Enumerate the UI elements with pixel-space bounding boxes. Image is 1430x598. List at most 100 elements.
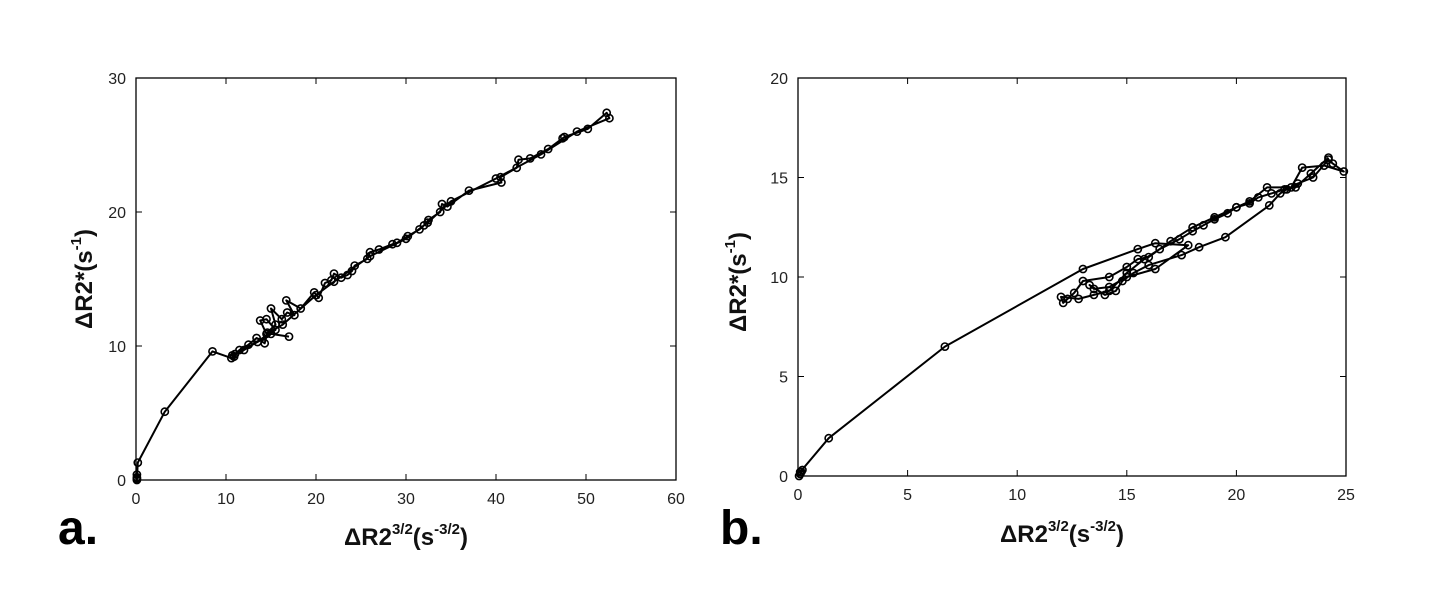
- data-point: [266, 304, 276, 313]
- data-point: [1264, 200, 1274, 210]
- data-point: [1194, 242, 1204, 252]
- data-point: [583, 124, 593, 134]
- data-point: [1188, 222, 1197, 232]
- data-point: [1150, 264, 1160, 274]
- data-point: [311, 290, 321, 300]
- data-point: [1078, 264, 1088, 274]
- x-tick-label: 40: [487, 491, 505, 508]
- data-point: [525, 153, 535, 163]
- data-point: [536, 149, 546, 159]
- panel-a-label: a.: [58, 502, 98, 555]
- data-point: [329, 269, 339, 278]
- panel-b: 0 5 10 15 20 25 0 5 10 15 20 ΔR23/2(s-3/2) ΔR2*(s…: [720, 71, 1355, 555]
- data-point: [1177, 250, 1186, 260]
- panel-a: 0 10 20 30 40 50 60 0 10 20 30 ΔR23/2(s-3/2) ΔR2*…: [58, 71, 685, 555]
- data-point: [1175, 234, 1184, 244]
- x-tick-label: 30: [397, 491, 415, 508]
- data-point: [1188, 226, 1197, 236]
- data-point: [284, 332, 294, 341]
- x-tick-label: 25: [1337, 487, 1355, 504]
- panel-a-x-axis-label: ΔR23/2(s-3/2): [344, 521, 468, 551]
- data-point: [235, 345, 244, 355]
- data-point: [1262, 182, 1272, 192]
- data-point: [133, 458, 143, 467]
- panel-b-y-tick-labels: 0 5 10 15 20: [770, 71, 788, 486]
- panel-a-ticks: [135, 77, 677, 481]
- y-tick-label: 30: [108, 71, 126, 88]
- series-line: [135, 111, 611, 480]
- panel-a-x-tick-labels: 0 10 20 30 40 50 60: [132, 491, 685, 508]
- data-point: [350, 261, 360, 270]
- x-tick-label: 10: [217, 491, 235, 508]
- data-point: [1104, 272, 1114, 282]
- x-tick-label: 60: [667, 491, 685, 508]
- data-point: [401, 234, 411, 244]
- panel-b-label: b.: [720, 502, 763, 555]
- data-point: [227, 350, 237, 360]
- data-point: [798, 465, 807, 475]
- data-point: [1089, 290, 1099, 300]
- data-point: [1166, 236, 1175, 246]
- y-tick-label: 20: [108, 205, 126, 222]
- panel-b-x-axis-label: ΔR23/2(s-3/2): [1000, 518, 1124, 548]
- data-point: [1223, 208, 1232, 218]
- data-point: [824, 433, 834, 443]
- data-point: [392, 238, 402, 248]
- data-point: [1104, 282, 1114, 292]
- data-point: [239, 345, 249, 355]
- data-point: [1280, 184, 1289, 194]
- x-tick-label: 15: [1118, 487, 1136, 504]
- data-point: [281, 295, 291, 305]
- data-point: [314, 293, 324, 303]
- panel-b-x-tick-labels: 0 5 10 15 20 25: [794, 487, 1355, 504]
- data-point: [1339, 167, 1349, 176]
- data-point: [374, 245, 384, 254]
- data-point: [446, 196, 456, 206]
- data-point: [1069, 288, 1079, 298]
- data-point: [1306, 169, 1316, 178]
- series-line: [798, 156, 1345, 477]
- data-point: [296, 304, 306, 313]
- data-point: [1328, 159, 1338, 168]
- data-point: [208, 346, 217, 356]
- y-tick-label: 5: [779, 370, 788, 387]
- data-point: [514, 155, 523, 165]
- data-point: [289, 310, 299, 320]
- x-tick-label: 50: [577, 491, 595, 508]
- panel-b-series: [794, 153, 1349, 481]
- data-point: [365, 247, 375, 257]
- data-point: [1297, 163, 1307, 172]
- data-point: [423, 218, 432, 228]
- panel-a-series: [132, 108, 614, 485]
- data-point: [512, 163, 522, 173]
- data-point: [435, 207, 445, 217]
- data-point: [1245, 198, 1254, 208]
- data-point: [558, 133, 567, 143]
- data-point: [1074, 294, 1083, 304]
- data-point: [1210, 214, 1219, 224]
- data-point: [1319, 161, 1329, 170]
- data-point: [1144, 252, 1154, 262]
- data-point: [277, 314, 287, 324]
- data-point: [1122, 262, 1132, 272]
- x-tick-label: 20: [307, 491, 325, 508]
- data-point: [132, 470, 142, 479]
- x-tick-label: 10: [1008, 487, 1026, 504]
- panel-a-y-axis-label: ΔR2*(s-1): [68, 229, 98, 329]
- data-point: [1133, 244, 1143, 254]
- data-point: [262, 329, 271, 339]
- data-point: [560, 132, 569, 142]
- data-point: [1078, 276, 1088, 286]
- x-tick-label: 20: [1228, 487, 1246, 504]
- data-point: [1118, 276, 1127, 286]
- data-point: [329, 277, 339, 287]
- y-tick-label: 0: [779, 469, 788, 486]
- data-point: [1155, 244, 1165, 254]
- panel-b-ticks: [797, 77, 1347, 477]
- data-point: [543, 144, 553, 154]
- data-point: [278, 320, 288, 329]
- data-point: [1221, 232, 1230, 242]
- data-point: [464, 186, 474, 195]
- data-point: [244, 340, 253, 350]
